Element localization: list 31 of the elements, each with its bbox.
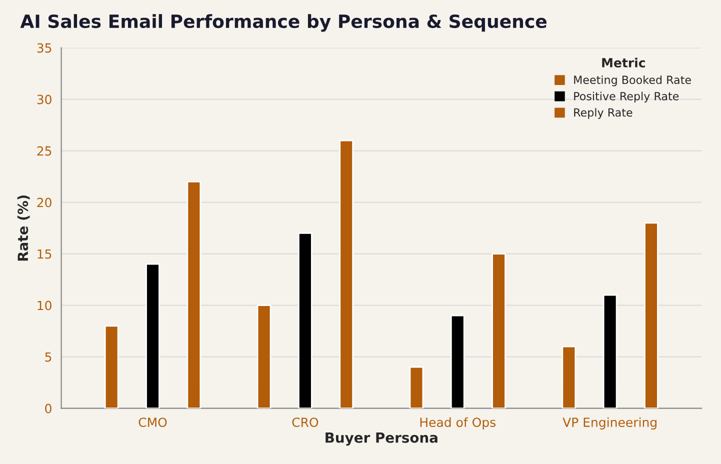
- y-tick-label: 20: [37, 198, 52, 208]
- bar: [450, 314, 465, 408]
- bar: [644, 222, 658, 408]
- x-axis-title: Buyer Persona: [326, 432, 438, 446]
- y-tick-label: 25: [37, 146, 52, 156]
- bar: [492, 253, 506, 408]
- y-tick-label: 15: [38, 249, 52, 259]
- x-tick-label: CMO: [138, 418, 167, 428]
- y-tick-label: 5: [45, 352, 52, 362]
- bar: [256, 304, 272, 408]
- bar: [104, 325, 119, 408]
- x-tick-label: Head of Ops: [420, 417, 496, 430]
- x-tick-label: VP Engineering: [562, 417, 656, 430]
- bar: [339, 140, 354, 408]
- y-tick-label: 10: [38, 300, 52, 310]
- y-tick-label: 30: [37, 94, 52, 104]
- bar: [409, 366, 424, 408]
- bar: [562, 346, 576, 408]
- legend-title: Metric: [602, 58, 645, 68]
- legend-label: Reply Rate: [574, 108, 632, 119]
- legend-label: Positive Reply Rate: [574, 92, 679, 103]
- x-tick-label: CRO: [292, 418, 318, 428]
- bar: [298, 232, 312, 408]
- legend-label: Meeting Booked Rate: [574, 75, 691, 86]
- y-tick-label: 35: [37, 43, 52, 53]
- chart-title: AI Sales Email Performance by Persona & Sequence: [20, 14, 547, 32]
- y-tick-label: 0: [45, 404, 52, 414]
- bar: [186, 181, 202, 408]
- bar: [602, 294, 618, 408]
- y-axis-title: Rate (%): [17, 195, 30, 261]
- bar: [146, 263, 160, 408]
